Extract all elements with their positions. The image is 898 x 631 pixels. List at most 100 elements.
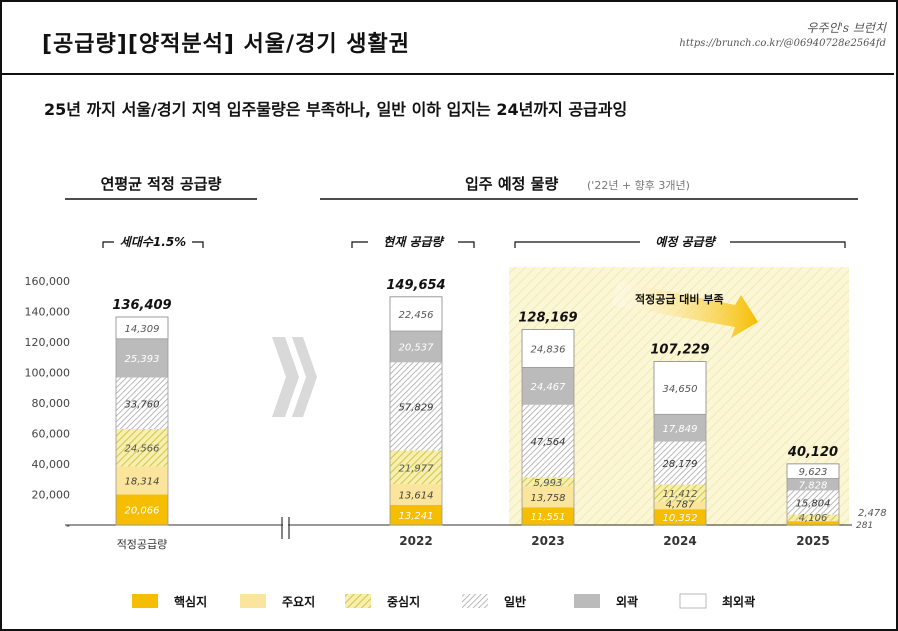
category-label: 2025 xyxy=(796,534,829,548)
y-tick-label: 160,000 xyxy=(25,275,71,288)
bar-segment xyxy=(390,362,442,451)
title-divider xyxy=(0,73,894,75)
total-label: 128,169 xyxy=(518,311,577,326)
legend-swatch xyxy=(345,594,371,608)
bar-segment xyxy=(116,429,168,467)
bar-segment xyxy=(654,501,706,510)
segment-label: 24,836 xyxy=(531,344,566,355)
segment-label: 14,309 xyxy=(125,324,160,335)
headline: 25년 까지 서울/경기 지역 입주물량은 부족하나, 일반 이하 입지는 24… xyxy=(44,100,628,119)
bar-segment xyxy=(522,486,574,508)
y-tick-label: 20,000 xyxy=(32,489,71,502)
page-title: [공급량][양적분석] 서울/경기 생활권 xyxy=(42,32,410,57)
segment-label: 5,993 xyxy=(534,478,563,489)
category-label: 적정공급량 xyxy=(117,538,168,551)
right-section-note: ('22년 + 향후 3개년) xyxy=(587,179,690,192)
bar-segment xyxy=(654,441,706,485)
total-label: 136,409 xyxy=(112,298,171,313)
segment-label: 17,849 xyxy=(663,424,698,435)
bar-segment xyxy=(116,466,168,495)
bar-outline xyxy=(653,361,707,526)
segment-label: 13,241 xyxy=(399,511,434,522)
axis-break-mark xyxy=(281,517,290,539)
segment-label: 22,456 xyxy=(399,310,434,321)
y-axis: -20,00040,00060,00080,000100,000120,0001… xyxy=(25,275,71,532)
shortage-arrow-icon xyxy=(612,281,758,338)
legend-item: 최외곽 xyxy=(679,593,755,609)
bar-segment xyxy=(522,367,574,405)
legend-item: 외곽 xyxy=(574,594,638,609)
y-tick-label: 60,000 xyxy=(32,428,71,441)
segment-label: 34,650 xyxy=(663,384,698,395)
segment-label: 4,787 xyxy=(666,500,695,511)
y-tick-label: 100,000 xyxy=(25,367,71,380)
legend-swatch xyxy=(574,594,600,608)
segment-label: 10,352 xyxy=(663,513,698,524)
bracket-household-label: 세대수1.5% xyxy=(120,235,186,249)
bar-segment xyxy=(654,484,706,502)
segment-label: 33,760 xyxy=(125,399,160,410)
legend-swatch xyxy=(462,594,488,608)
legend-label: 일반 xyxy=(504,594,526,609)
total-label: 40,120 xyxy=(787,445,838,460)
bar-segment xyxy=(116,338,168,378)
segment-label: 13,758 xyxy=(531,493,566,504)
legend-label: 핵심지 xyxy=(174,594,207,609)
total-label: 107,229 xyxy=(650,342,709,357)
segment-label: 28,179 xyxy=(663,459,698,470)
bar-outline xyxy=(115,316,169,526)
left-section-title: 연평균 적정 공급량 xyxy=(101,175,222,193)
bracket-household xyxy=(102,241,204,248)
segment-label: 57,829 xyxy=(399,402,434,413)
bar-segment xyxy=(787,478,839,491)
segment-label: 25,393 xyxy=(125,354,160,365)
bracket-current xyxy=(351,241,475,248)
bar-outline xyxy=(521,329,575,526)
chart-legend: 핵심지 주요지 중심지 일반 외곽 최외곽 xyxy=(132,593,755,609)
bar-outline xyxy=(786,463,840,526)
bar-2: 11,551 13,758 5,993 47,564 24,467 24,836 128,1… xyxy=(518,311,577,548)
legend-swatch xyxy=(240,594,266,608)
segment-label: 2,478 xyxy=(858,508,887,519)
bar-1: 13,241 13,614 21,977 57,829 20,537 22,456 149,… xyxy=(386,278,445,548)
legend-item: 일반 xyxy=(462,594,526,609)
y-tick-label: 40,000 xyxy=(32,458,71,471)
shortage-arrow-label: 적정공급 대비 부족 xyxy=(635,292,724,306)
segment-label: 9,623 xyxy=(799,467,828,478)
segment-label: 281 xyxy=(856,521,873,531)
bar-segment xyxy=(390,331,442,363)
category-label: 2024 xyxy=(663,534,696,548)
legend-item: 중심지 xyxy=(345,594,420,609)
bar-segment xyxy=(654,509,706,525)
segment-label: 13,614 xyxy=(399,490,434,501)
bar-4: 2,478 281 4,106 15,804 7,828 9,623 40,120 2025 xyxy=(786,445,887,548)
bar-segment xyxy=(390,504,442,525)
legend-swatch xyxy=(132,594,158,608)
category-label: 2023 xyxy=(531,534,564,548)
y-tick-label: 80,000 xyxy=(32,397,71,410)
legend-item: 핵심지 xyxy=(132,594,207,609)
bracket-current-label: 현재 공급량 xyxy=(383,235,444,249)
segment-label: 11,551 xyxy=(531,512,566,523)
legend-label: 외곽 xyxy=(616,594,638,609)
bar-0: 20,066 18,314 24,566 33,760 25,393 14,309 136,… xyxy=(112,298,171,551)
segment-label: 47,564 xyxy=(531,437,566,448)
bar-segment xyxy=(787,521,839,525)
y-tick-label: 140,000 xyxy=(25,306,71,319)
segment-label: 24,467 xyxy=(531,382,567,393)
bar-segment xyxy=(390,450,442,485)
segment-label: 7,828 xyxy=(799,480,828,491)
bar-segment xyxy=(522,477,574,487)
bar-segment xyxy=(116,494,168,525)
bars-group: 20,066 18,314 24,566 33,760 25,393 14,309 136,… xyxy=(112,278,886,551)
bar-segment xyxy=(787,490,839,515)
bar-segment xyxy=(654,414,706,442)
segment-label: 4,106 xyxy=(799,513,828,524)
legend-item: 주요지 xyxy=(240,594,315,609)
y-tick-label: 120,000 xyxy=(25,336,71,349)
segment-label: 20,537 xyxy=(399,343,435,354)
total-label: 149,654 xyxy=(386,278,445,293)
bracket-planned xyxy=(514,241,846,248)
